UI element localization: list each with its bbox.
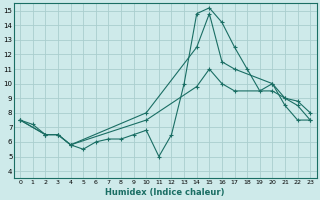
X-axis label: Humidex (Indice chaleur): Humidex (Indice chaleur) xyxy=(106,188,225,197)
